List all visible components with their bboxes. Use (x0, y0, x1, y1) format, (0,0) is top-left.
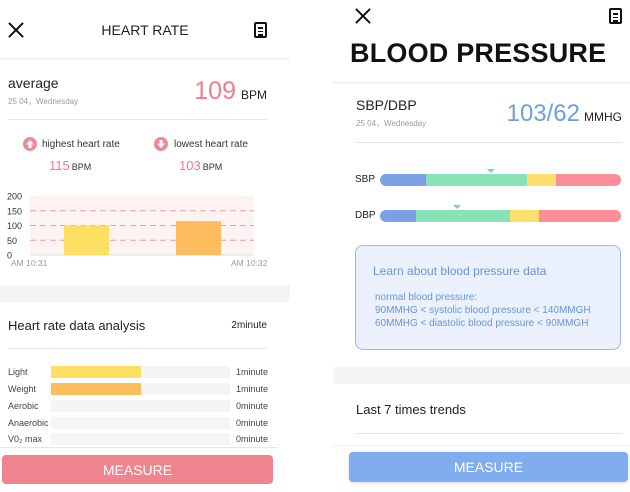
analysis-row-label: V0₂ max (8, 434, 43, 444)
analysis-row-bar (51, 366, 230, 378)
document-icon[interactable] (254, 22, 267, 38)
average-reading: 109 BPM (194, 77, 267, 106)
analysis-row-value: 0minute (235, 434, 268, 444)
lowest-unit: BPM (202, 162, 223, 172)
bp-scale-bar (380, 210, 621, 222)
reading-label: SBP/DBP (356, 97, 417, 113)
highest-unit: BPM (71, 162, 92, 172)
bp-reading: 103/62 MMHG (507, 100, 622, 128)
analysis-row-value: 0minute (235, 418, 268, 428)
analysis-total: 2minute (231, 320, 267, 331)
analysis-row-bar (51, 383, 230, 395)
section-gap (333, 367, 630, 384)
bp-scale-segment (380, 174, 426, 186)
info-line: 60MMHG < diastolic blood pressure < 90MM… (375, 318, 589, 329)
info-title: Learn about blood pressure data (373, 264, 547, 278)
analysis-row-value: 0minute (235, 401, 268, 411)
bp-scale-segment (425, 174, 527, 186)
analysis-row-label: Light (8, 367, 28, 377)
bp-scale-segment (416, 210, 511, 222)
analysis-row-bar (51, 400, 230, 412)
bp-value: 103/62 (506, 100, 580, 127)
header-divider (0, 57, 290, 60)
chart-bar (176, 221, 221, 255)
heart-rate-chart: 0 50 100 150 200 AM 10:31 AM 10:32 (7, 192, 268, 269)
analysis-row-bar (51, 433, 230, 445)
divider (356, 433, 622, 434)
bp-scale-segment (555, 174, 621, 186)
section-gap (0, 285, 290, 302)
arrow-down-circle-icon (154, 137, 168, 151)
average-value: 109 (194, 77, 236, 105)
lowest-reading: 103 BPM (179, 158, 222, 173)
bp-scale-label: SBP (355, 174, 376, 185)
analysis-row-bar (51, 417, 230, 429)
close-icon[interactable] (355, 8, 371, 24)
header-divider (333, 81, 630, 84)
bp-marker-icon (453, 205, 462, 209)
analysis-row-label: Weight (8, 384, 36, 394)
info-card[interactable]: Learn about blood pressure data normal b… (355, 245, 621, 350)
bp-scale-bar (380, 174, 621, 186)
y-tick-label: 50 (7, 236, 17, 246)
analysis-row-value: 1minute (235, 384, 268, 394)
page-title: BLOOD PRESSURE (350, 38, 607, 68)
y-tick-label: 0 (7, 251, 12, 261)
average-unit: BPM (240, 88, 267, 102)
highest-value: 115 (49, 158, 70, 173)
analysis-row-label: Anaerobic (8, 418, 49, 428)
info-line: 90MMHG < systolic blood pressure < 140MM… (375, 305, 591, 316)
arrow-up-circle-icon (23, 137, 37, 151)
bp-scale-segment (539, 210, 621, 222)
x-tick-label: AM 10:32 (231, 258, 268, 268)
highest-reading: 115 BPM (49, 158, 91, 173)
highest-label: highest heart rate (42, 139, 120, 150)
bp-scale-segment (510, 210, 540, 222)
lowest-value: 103 (179, 158, 201, 173)
average-date: 25 04，Wednesday (8, 97, 79, 106)
bp-scale-segment (527, 174, 556, 186)
divider (8, 348, 267, 349)
document-icon[interactable] (609, 8, 622, 24)
divider (333, 445, 630, 446)
trends-label[interactable]: Last 7 times trends (356, 402, 466, 417)
measure-button[interactable]: MEASURE (349, 452, 628, 482)
analysis-title: Heart rate data analysis (8, 318, 146, 333)
analysis-row-label: Aerobic (8, 401, 39, 411)
y-tick-label: 150 (7, 206, 22, 216)
measure-button[interactable]: MEASURE (2, 455, 273, 484)
info-line: normal blood pressure: (375, 292, 478, 303)
bp-unit: MMHG (584, 110, 622, 124)
y-tick-label: 100 (7, 221, 22, 231)
y-tick-label: 200 (7, 192, 22, 202)
page-title: HEART RATE (101, 22, 189, 38)
analysis-row-fill (51, 366, 141, 378)
analysis-row-value: 1minute (235, 367, 268, 377)
analysis-row-fill (51, 383, 141, 395)
divider (356, 142, 622, 143)
heart-rate-screen: HEART RATE average 25 04，Wednesday 109 B… (0, 0, 290, 492)
x-tick-label: AM 10:31 (11, 258, 48, 268)
info-body: normal blood pressure: 90MMHG < systolic… (375, 291, 591, 330)
lowest-label: lowest heart rate (174, 139, 248, 150)
divider (8, 119, 267, 120)
bp-marker-icon (486, 169, 495, 173)
blood-pressure-screen: BLOOD PRESSURE SBP/DBP 25 04，Wednesday 1… (333, 0, 630, 492)
chart-bar (64, 225, 109, 255)
bp-scale-label: DBP (355, 210, 376, 221)
reading-date: 25 04，Wednesday (356, 119, 427, 128)
average-label: average (8, 75, 59, 91)
bp-scale-segment (380, 210, 417, 222)
divider (0, 447, 278, 448)
